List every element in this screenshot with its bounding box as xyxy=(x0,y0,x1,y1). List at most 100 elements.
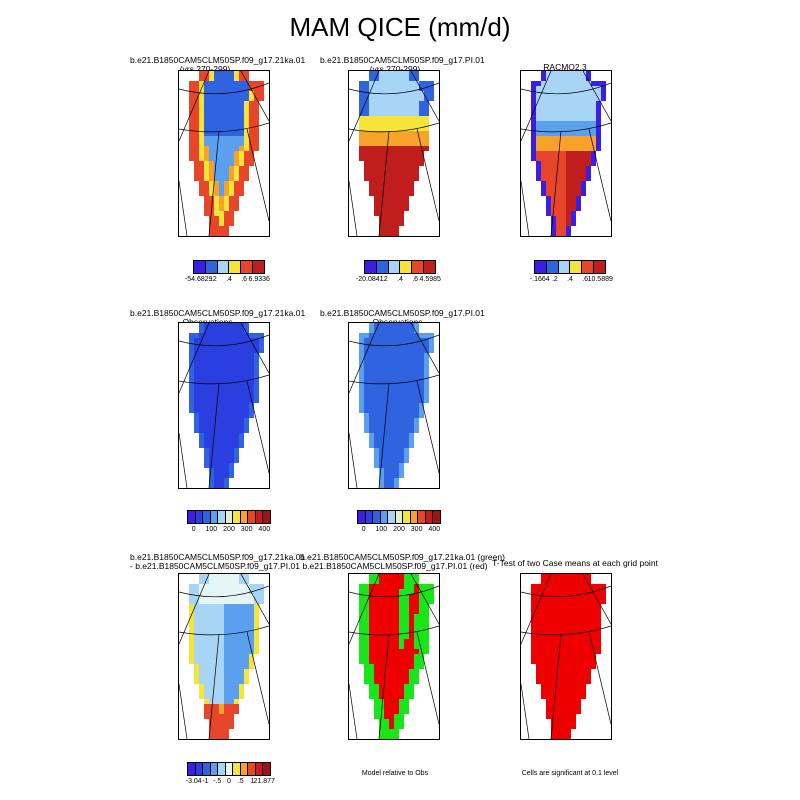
grid-cell xyxy=(541,599,546,604)
colorbar-tick-label: 400 xyxy=(258,526,271,533)
grid-cell xyxy=(234,201,239,206)
grid-cell xyxy=(219,599,224,604)
grid-cell xyxy=(374,106,379,111)
grid-cell xyxy=(561,679,566,684)
grid-cell xyxy=(571,679,576,684)
grid-cell xyxy=(399,146,404,151)
grid-cell xyxy=(364,338,369,343)
grid-cell xyxy=(379,604,384,609)
grid-cell xyxy=(359,86,364,91)
grid-cell xyxy=(224,599,229,604)
grid-cell xyxy=(214,654,219,659)
grid-cell xyxy=(374,714,379,719)
grid-cell xyxy=(369,594,374,599)
grid-cell xyxy=(239,333,244,338)
grid-cell xyxy=(409,609,414,614)
grid-cell xyxy=(404,443,409,448)
grid-cell xyxy=(389,101,394,106)
colorbar-swatch xyxy=(365,261,377,273)
grid-cell xyxy=(546,689,551,694)
greenland-grid xyxy=(521,71,611,236)
grid-cell xyxy=(369,131,374,136)
grid-cell xyxy=(394,368,399,373)
grid-cell xyxy=(399,699,404,704)
grid-cell xyxy=(399,604,404,609)
grid-cell xyxy=(419,126,424,131)
grid-cell xyxy=(229,579,234,584)
grid-cell xyxy=(394,101,399,106)
grid-cell xyxy=(581,136,586,141)
grid-cell xyxy=(384,468,389,473)
grid-cell xyxy=(224,664,229,669)
grid-cell xyxy=(369,579,374,584)
grid-cell xyxy=(224,216,229,221)
grid-cell xyxy=(546,141,551,146)
grid-cell xyxy=(374,116,379,121)
grid-cell xyxy=(566,231,571,236)
colorbar-swatch xyxy=(203,763,211,775)
grid-cell xyxy=(541,131,546,136)
grid-cell xyxy=(244,604,249,609)
grid-cell xyxy=(404,393,409,398)
grid-cell xyxy=(546,211,551,216)
grid-cell xyxy=(244,408,249,413)
grid-cell xyxy=(404,191,409,196)
grid-cell xyxy=(229,589,234,594)
grid-cell xyxy=(384,358,389,363)
grid-cell xyxy=(249,408,254,413)
grid-cell xyxy=(399,91,404,96)
grid-cell xyxy=(214,579,219,584)
grid-cell xyxy=(379,448,384,453)
grid-cell xyxy=(234,176,239,181)
grid-cell xyxy=(224,166,229,171)
grid-cell xyxy=(556,679,561,684)
grid-cell xyxy=(389,614,394,619)
grid-cell xyxy=(234,141,239,146)
graticule-line xyxy=(582,574,611,625)
grid-cell xyxy=(399,463,404,468)
grid-cell xyxy=(209,121,214,126)
grid-cell xyxy=(556,704,561,709)
grid-cell xyxy=(224,131,229,136)
grid-cell xyxy=(541,161,546,166)
grid-cell xyxy=(234,699,239,704)
grid-cell xyxy=(414,348,419,353)
grid-cell xyxy=(369,348,374,353)
grid-cell xyxy=(209,226,214,231)
grid-cell xyxy=(399,161,404,166)
grid-cell xyxy=(214,584,219,589)
grid-cell xyxy=(359,353,364,358)
grid-cell xyxy=(234,81,239,86)
grid-cell xyxy=(379,328,384,333)
grid-cell xyxy=(561,216,566,221)
grid-cell xyxy=(409,151,414,156)
grid-cell xyxy=(576,196,581,201)
grid-cell xyxy=(581,186,586,191)
panel-title-r1c2: b.e21.B1850CAM5CLM50SP.f09_g17.PI.01 (yr… xyxy=(320,56,485,74)
grid-cell xyxy=(234,423,239,428)
grid-cell xyxy=(389,398,394,403)
grid-cell xyxy=(384,171,389,176)
grid-cell xyxy=(541,679,546,684)
grid-cell xyxy=(214,106,219,111)
colorbar-swatch xyxy=(225,511,234,523)
grid-cell xyxy=(244,176,249,181)
grid-cell xyxy=(204,669,209,674)
grid-cell xyxy=(424,338,429,343)
grid-cell xyxy=(414,91,419,96)
grid-cell xyxy=(551,634,556,639)
grid-cell xyxy=(364,423,369,428)
grid-cell xyxy=(384,709,389,714)
grid-cell xyxy=(219,408,224,413)
grid-cell xyxy=(586,86,591,91)
grid-cell xyxy=(551,719,556,724)
grid-cell xyxy=(566,71,571,76)
grid-cell xyxy=(561,609,566,614)
grid-cell xyxy=(239,353,244,358)
grid-cell xyxy=(374,101,379,106)
grid-cell xyxy=(359,131,364,136)
grid-cell xyxy=(389,226,394,231)
grid-cell xyxy=(229,649,234,654)
grid-cell xyxy=(189,151,194,156)
grid-cell xyxy=(234,704,239,709)
